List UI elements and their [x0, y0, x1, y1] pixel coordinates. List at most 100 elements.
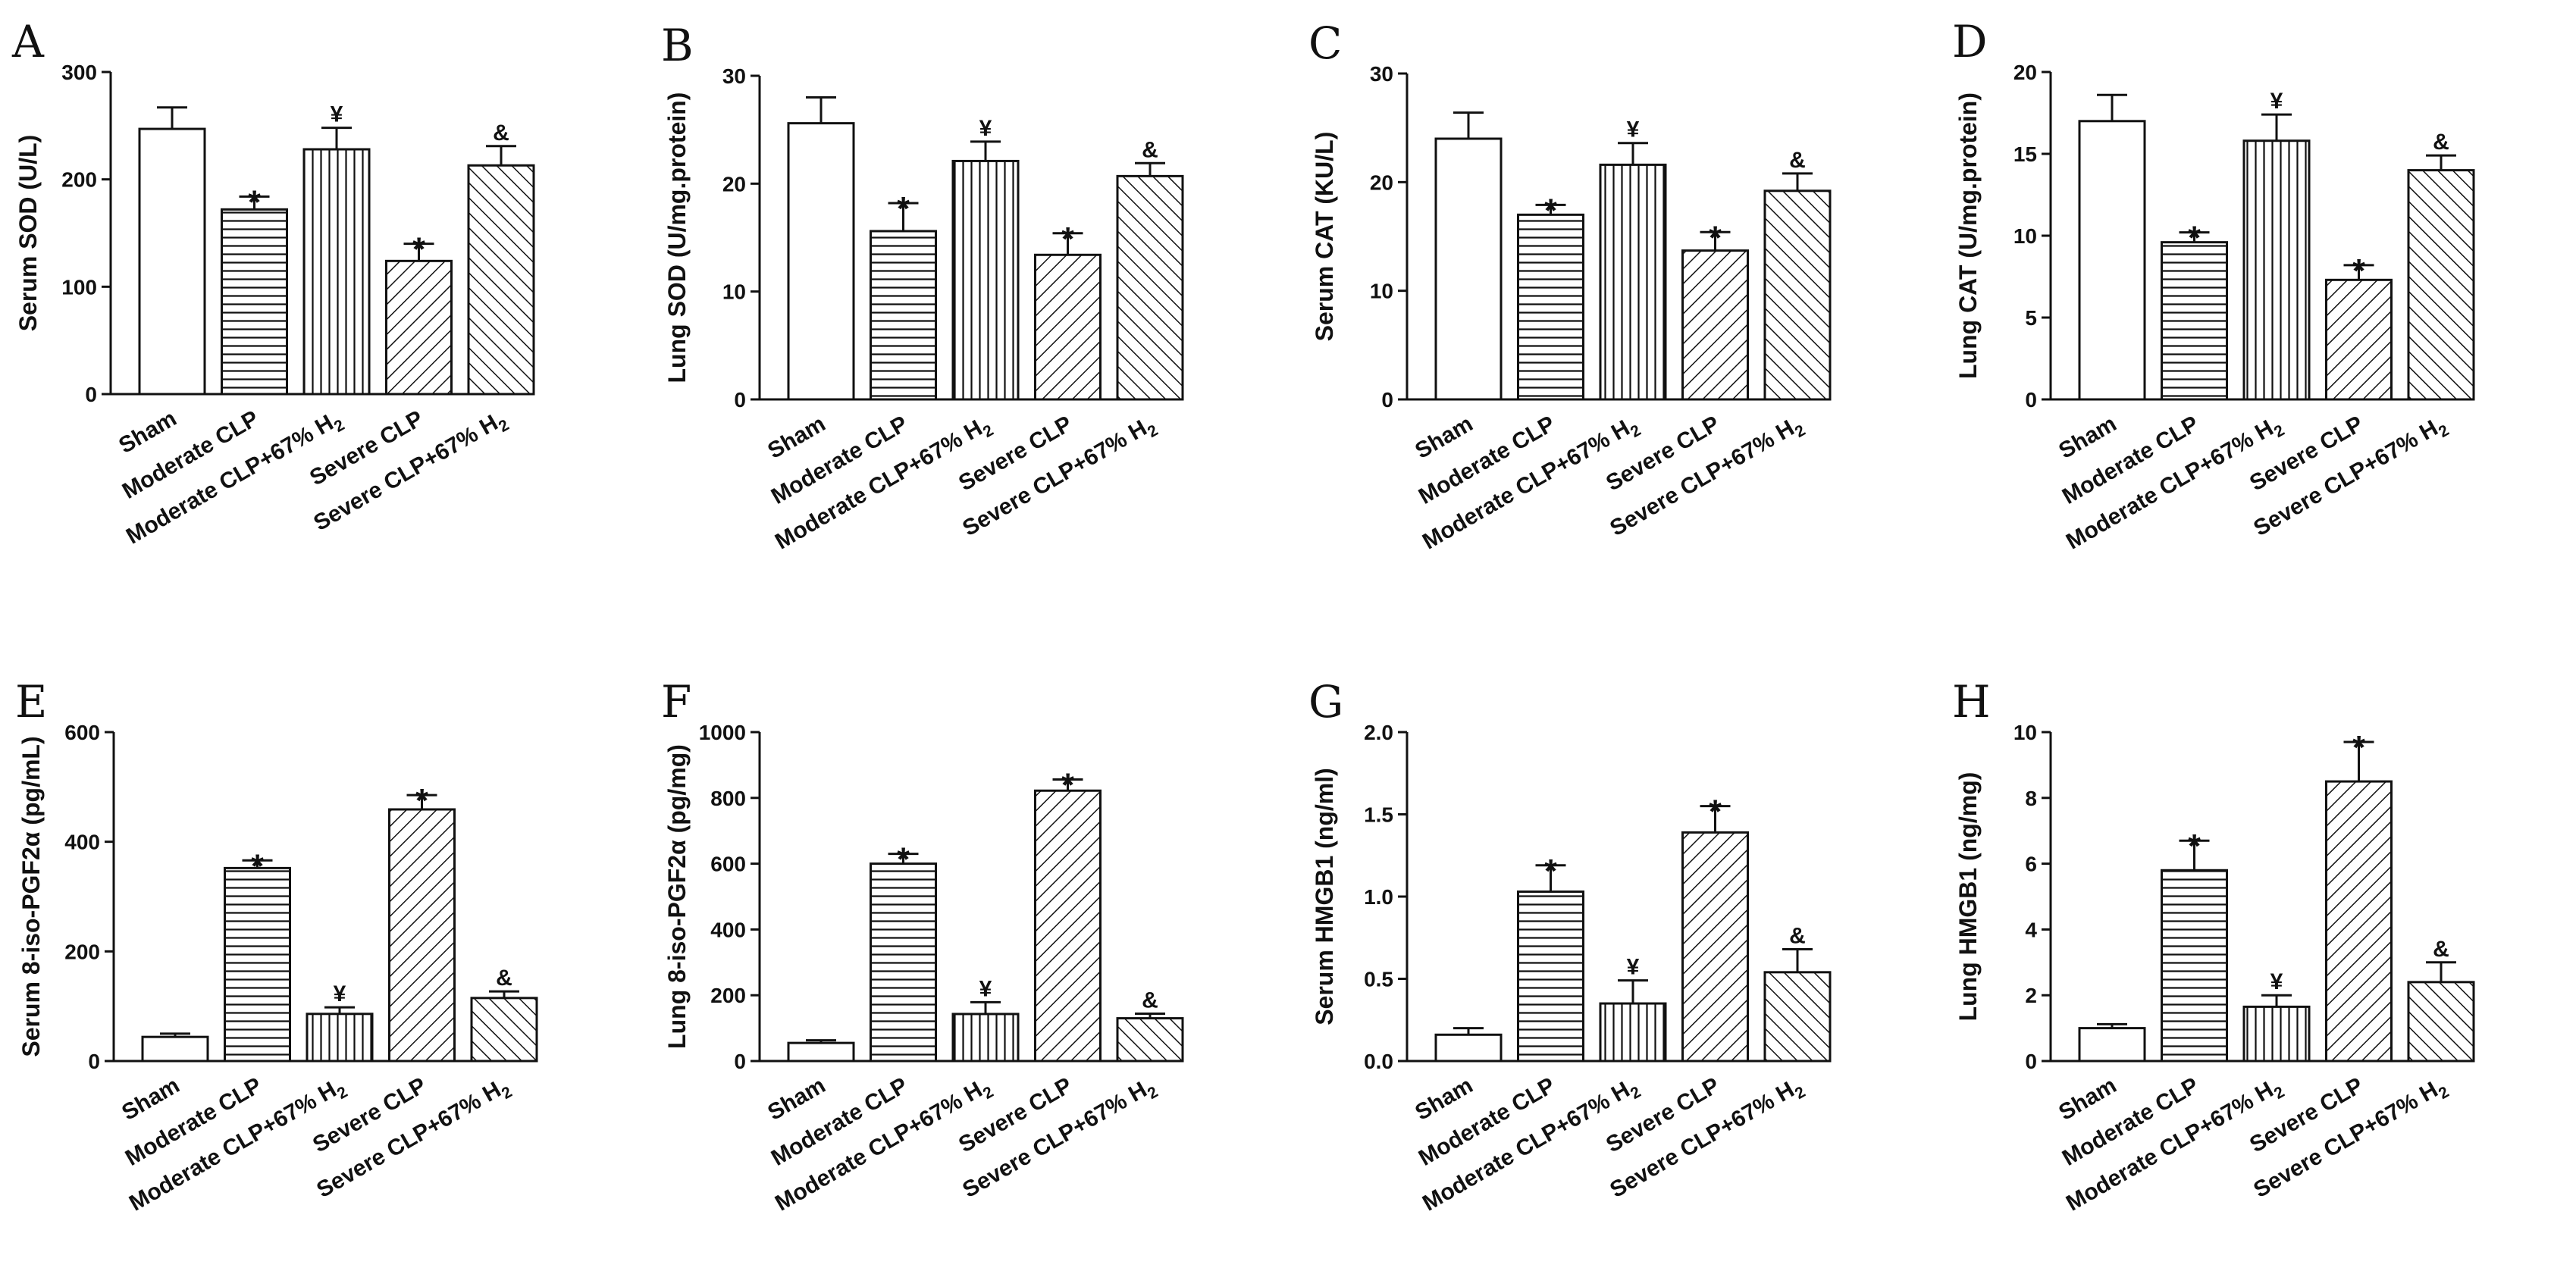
y-tick-label: 400 [64, 831, 100, 854]
y-tick-label: 20 [1370, 171, 1393, 194]
panel-letter-b: B [661, 20, 694, 71]
bar-4 [1034, 253, 1102, 401]
significance-marker: * [2188, 220, 2202, 257]
y-tick-label: 6 [2025, 853, 2037, 876]
significance-marker: & [493, 121, 509, 146]
bar-1 [1434, 1033, 1503, 1063]
significance-marker: * [1544, 853, 1558, 890]
x-tick-subscript: 2 [980, 421, 997, 441]
bar-5 [1763, 189, 1832, 401]
chart-panel-g: G Serum HMGB1 (ng/ml) 0.0 0.5 1.0 1.5 2.0 Sham *… [1308, 676, 1832, 1220]
significance-marker: * [248, 183, 262, 221]
x-tick-subscript: 2 [1792, 421, 1809, 441]
panel-letter-g: G [1308, 676, 1343, 728]
y-axis-label: Serum 8-iso-PGF2α (pg/mL) [17, 736, 45, 1056]
y-tick-label: 15 [2013, 142, 2037, 166]
bar-5 [470, 997, 538, 1063]
bar-3 [1599, 1002, 1667, 1063]
significance-marker: ¥ [1627, 117, 1640, 142]
y-tick-label: 10 [722, 280, 746, 304]
y-tick-label: 0 [2025, 1050, 2037, 1073]
significance-marker: * [1061, 221, 1075, 258]
bar-2 [870, 230, 937, 401]
bar-1 [2078, 1027, 2146, 1063]
panel-letter-c: C [1308, 17, 1342, 69]
x-tick-subscript: 2 [1628, 1083, 1644, 1103]
y-tick-label: 0 [85, 383, 97, 406]
y-axis-label: Lung SOD (U/mg.protein) [663, 92, 691, 383]
chart-panel-f: F Lung 8-iso-PGF2α (pg/mg) 0 200 400 600 800 10… [661, 676, 1184, 1220]
x-tick-subscript: 2 [496, 416, 512, 436]
y-tick-label: 600 [64, 721, 100, 744]
y-tick-label: 400 [710, 918, 746, 941]
y-tick-label: 0.0 [1364, 1050, 1393, 1073]
y-tick-label: 800 [710, 787, 746, 810]
bar-4 [1681, 831, 1749, 1063]
y-tick-label: 0 [734, 388, 746, 412]
bar-1 [138, 127, 206, 396]
significance-marker: * [251, 847, 265, 884]
significance-marker: * [897, 841, 910, 878]
bar-2 [224, 866, 291, 1063]
y-tick-label: 0.5 [1364, 968, 1393, 991]
x-tick-label: Sham [763, 1072, 829, 1125]
bar-1 [787, 122, 855, 401]
y-tick-label: 5 [2025, 306, 2037, 330]
y-tick-label: 1000 [699, 721, 746, 744]
y-tick-label: 30 [722, 64, 746, 88]
bar-2 [2161, 869, 2228, 1063]
x-tick-subscript: 2 [2271, 1083, 2288, 1103]
significance-marker: * [415, 782, 429, 819]
significance-marker: & [496, 966, 512, 991]
x-tick-subscript: 2 [2271, 421, 2288, 441]
bar-4 [1034, 789, 1102, 1063]
bar-2 [2161, 241, 2228, 401]
y-tick-label: 10 [2013, 224, 2037, 248]
bar-5 [467, 164, 535, 396]
bar-4 [388, 808, 456, 1063]
bar-5 [1116, 174, 1184, 401]
y-axis-label: Serum HMGB1 (ng/ml) [1311, 768, 1338, 1025]
bar-3 [2242, 1005, 2311, 1063]
x-tick-subscript: 2 [499, 1083, 516, 1103]
significance-marker: * [1544, 192, 1558, 229]
significance-marker: * [897, 190, 910, 227]
bar-2 [1517, 890, 1584, 1063]
bar-3 [951, 159, 1020, 401]
panel-letter-f: F [661, 676, 691, 728]
x-tick-subscript: 2 [1145, 1083, 1161, 1103]
y-tick-label: 1.0 [1364, 885, 1393, 909]
significance-marker: ¥ [334, 981, 346, 1006]
y-axis-label: Serum CAT (KU/L) [1311, 132, 1338, 342]
bar-4 [2325, 278, 2393, 401]
bar-3 [951, 1013, 1020, 1063]
significance-marker: ¥ [1627, 955, 1640, 980]
x-tick-subscript: 2 [331, 416, 348, 436]
x-tick-subscript: 2 [2436, 421, 2452, 441]
panel-letter-e: E [15, 676, 47, 728]
bar-3 [302, 148, 371, 396]
significance-marker: & [1142, 137, 1158, 162]
y-tick-label: 10 [1370, 280, 1393, 303]
significance-marker: * [1709, 219, 1722, 256]
bar-4 [385, 259, 453, 396]
x-tick-subscript: 2 [1145, 421, 1161, 441]
x-tick-label: Sham [1411, 1072, 1477, 1125]
x-tick-label: Sham [763, 411, 829, 463]
y-axis-label: Lung HMGB1 (ng/mg) [1954, 772, 1982, 1022]
y-axis-label: Lung CAT (U/mg.protein) [1954, 92, 1982, 379]
y-tick-label: 20 [2013, 61, 2037, 84]
significance-marker: & [1789, 923, 1806, 948]
bar-4 [1681, 249, 1749, 401]
y-axis-label: Serum SOD (U/L) [14, 135, 42, 332]
significance-marker: ¥ [979, 976, 992, 1001]
bar-3 [306, 1013, 374, 1063]
bar-3 [2242, 139, 2311, 401]
significance-marker: ¥ [2270, 89, 2283, 114]
chart-panel-e: E Serum 8-iso-PGF2α (pg/mL) 0 200 400 600 Sham… [15, 676, 538, 1220]
bar-5 [1763, 971, 1832, 1063]
bar-2 [870, 862, 937, 1063]
